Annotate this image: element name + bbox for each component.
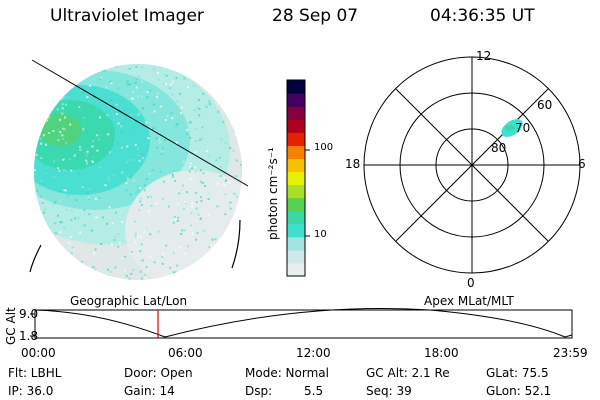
- status-ip: IP: 36.0: [8, 384, 54, 398]
- color-bar-segment: [287, 236, 305, 251]
- colorbar-unit-label: photon cm⁻²s⁻¹: [266, 147, 280, 240]
- time-label: 04:36:35 UT: [430, 6, 535, 26]
- lat-label-70: 70: [515, 121, 531, 135]
- timeline-x-tick-0: 00:00: [21, 346, 56, 360]
- mlt-label-0: 0: [467, 276, 475, 290]
- lat-label-80: 80: [491, 141, 507, 155]
- timeline-x-tick-4: 23:59: [553, 346, 588, 360]
- mlt-label-12: 12: [476, 49, 492, 63]
- status-glat: GLat: 75.5: [486, 366, 549, 380]
- timeline-x-tick-1: 06:00: [168, 346, 203, 360]
- color-bar-segment: [287, 210, 305, 225]
- timeline-y-tick-bottom: 1.8: [19, 329, 39, 343]
- mlt-label-6: 6: [578, 157, 586, 171]
- status-gc-alt: GC Alt: 2.1 Re: [366, 366, 450, 380]
- timeline-panel: [30, 308, 573, 339]
- terminator-line: [31, 59, 249, 187]
- color-bar-segment: [287, 262, 305, 277]
- color-bar-segment: [287, 197, 305, 212]
- color-bar: [287, 80, 305, 277]
- color-bar-segment: [287, 80, 305, 94]
- color-bar-segment: [287, 93, 305, 107]
- status-dsp-label: Dsp:: [245, 384, 273, 398]
- colorbar-tick-10: 10: [314, 229, 327, 240]
- limb-arc-left: [29, 244, 42, 273]
- colorbar-tick-100: 100: [314, 142, 334, 153]
- lat-label-60: 60: [537, 98, 553, 112]
- timeline-right-title: Apex MLat/MLT: [424, 294, 514, 308]
- color-bar-segment: [287, 184, 305, 199]
- altitude-curve: [34, 308, 573, 338]
- status-gain: Gain: 14: [124, 384, 175, 398]
- status-dsp-value: 5.5: [304, 384, 324, 398]
- color-bar-segment: [287, 249, 305, 264]
- status-filter: Flt: LBHL: [8, 366, 62, 380]
- timeline-axis-label: GC Alt: [4, 307, 18, 345]
- color-bar-segment: [287, 119, 305, 133]
- instrument-title: Ultraviolet Imager: [50, 6, 204, 26]
- status-mode: Mode: Normal: [245, 366, 329, 380]
- uv-image: [29, 59, 249, 280]
- color-bar-segment: [287, 145, 305, 159]
- aurora-patch: [501, 119, 523, 137]
- limb-arc-right: [231, 219, 241, 269]
- mlt-label-18: 18: [345, 157, 361, 171]
- status-door: Door: Open: [124, 366, 193, 380]
- polar-plot: [363, 56, 581, 274]
- color-bar-segment: [287, 132, 305, 146]
- timeline-x-tick-2: 12:00: [296, 346, 331, 360]
- timeline-y-tick-top: 9.0: [19, 307, 39, 321]
- timeline-left-title: Geographic Lat/Lon: [70, 294, 188, 308]
- status-seq: Seq: 39: [366, 384, 412, 398]
- timeline-x-tick-3: 18:00: [424, 346, 459, 360]
- color-bar-segment: [287, 171, 305, 186]
- date-label: 28 Sep 07: [272, 6, 359, 26]
- color-bar-segment: [287, 106, 305, 120]
- color-bar-segment: [287, 158, 305, 173]
- color-bar-frame: [286, 79, 306, 277]
- color-bar-segment: [287, 223, 305, 238]
- status-glon: GLon: 52.1: [486, 384, 552, 398]
